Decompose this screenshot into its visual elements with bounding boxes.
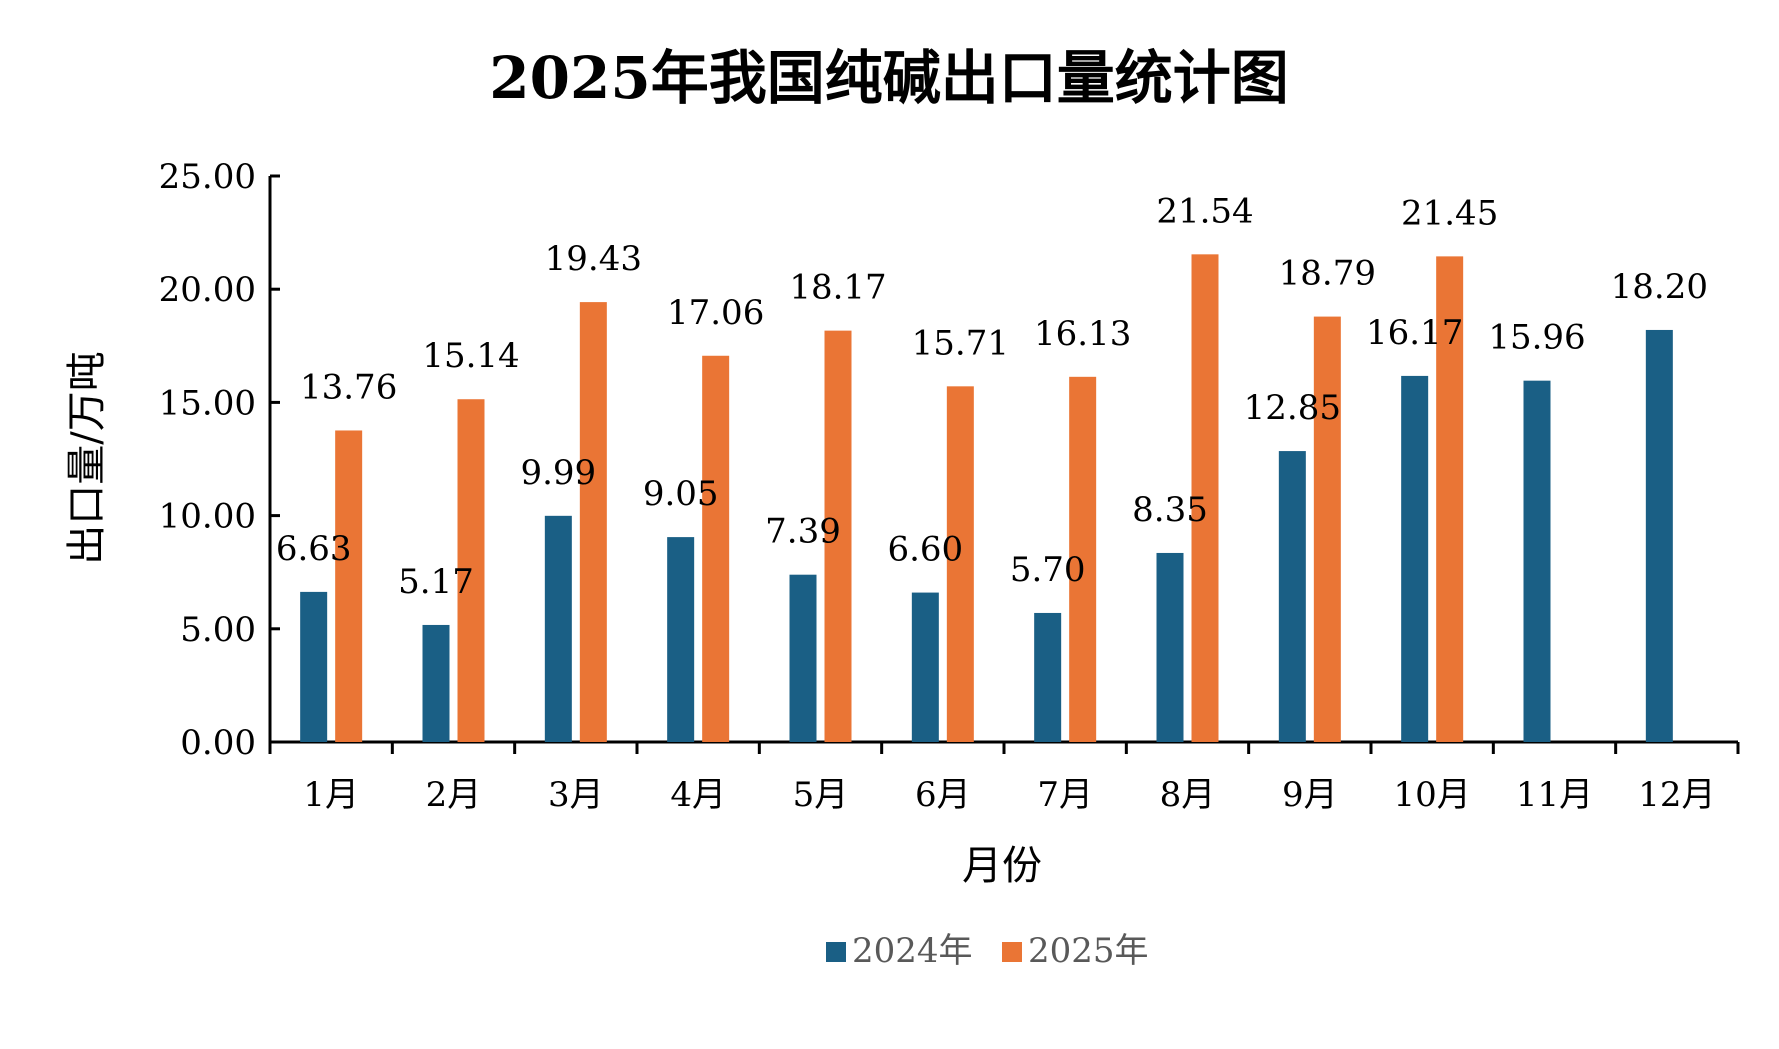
x-tick-label: 7月	[1037, 775, 1093, 815]
y-tick-label: 20.00	[159, 270, 256, 310]
bar	[1034, 612, 1062, 742]
x-tick-label: 2月	[426, 775, 482, 815]
y-tick-label: 15.00	[159, 383, 256, 423]
y-tick-label: 5.00	[180, 610, 256, 650]
data-label: 21.45	[1401, 193, 1498, 233]
bar	[1645, 329, 1673, 742]
data-label: 15.96	[1488, 318, 1585, 358]
bar	[1156, 552, 1184, 742]
x-tick-label: 4月	[670, 775, 726, 815]
data-label: 5.70	[1010, 550, 1086, 590]
data-label: 16.17	[1366, 313, 1463, 353]
data-label: 13.76	[300, 367, 397, 407]
x-tick-label: 12月	[1638, 775, 1715, 815]
data-label: 6.60	[887, 530, 963, 570]
x-tick-label: 5月	[793, 775, 849, 815]
x-tick-label: 10月	[1394, 775, 1471, 815]
bars	[300, 254, 1673, 742]
bar	[544, 515, 572, 742]
bar	[422, 624, 450, 742]
data-labels: 6.63 5.17 9.99 9.05 7.39 6.60 5.70 8.35 12.85 16.…	[276, 191, 1708, 602]
legend-swatch	[826, 942, 846, 962]
data-label: 6.63	[276, 529, 352, 569]
data-label: 18.17	[789, 268, 886, 308]
legend-label: 2024年	[852, 931, 973, 971]
y-axis-title: 出口量/万吨	[64, 351, 110, 564]
bar	[457, 399, 485, 742]
data-label: 21.54	[1156, 191, 1253, 231]
x-tick-label: 9月	[1282, 775, 1338, 815]
data-label: 18.79	[1279, 254, 1376, 294]
data-label: 7.39	[765, 512, 841, 552]
bar	[1313, 316, 1341, 742]
data-label: 18.20	[1611, 267, 1708, 307]
data-label: 17.06	[667, 293, 764, 333]
x-tick-label: 6月	[915, 775, 971, 815]
bar	[300, 591, 328, 742]
chart-title: 2025年我国纯碱出口量统计图	[489, 44, 1288, 112]
bar	[1191, 254, 1219, 742]
bar	[1436, 256, 1464, 742]
data-label: 9.05	[643, 474, 719, 514]
data-label: 9.99	[520, 453, 596, 493]
legend-label: 2025年	[1028, 931, 1149, 971]
x-tick-label: 11月	[1516, 775, 1593, 815]
data-label: 15.71	[912, 323, 1009, 363]
y-tick-label: 10.00	[159, 497, 256, 537]
x-axis-title: 月份	[962, 843, 1042, 889]
bar	[335, 430, 363, 742]
y-tick-label: 25.00	[159, 157, 256, 197]
bar	[789, 574, 817, 742]
data-label: 5.17	[398, 562, 474, 602]
legend-swatch	[1002, 942, 1022, 962]
bar	[824, 330, 852, 742]
data-label: 19.43	[545, 239, 642, 279]
bar	[1069, 376, 1097, 742]
x-tick-label: 1月	[303, 775, 359, 815]
bar	[702, 355, 730, 742]
x-tick-label: 3月	[548, 775, 604, 815]
bar	[911, 592, 939, 742]
data-label: 12.85	[1244, 388, 1341, 428]
bar	[579, 302, 607, 742]
axes: 0.00 5.00 10.00 15.00 20.00 25.00 1月 2月 3月 4月 5月 6月…	[159, 157, 1740, 815]
bar	[946, 386, 974, 742]
x-tick-label: 8月	[1160, 775, 1216, 815]
data-label: 15.14	[422, 336, 519, 376]
bar	[1401, 375, 1429, 742]
bar	[1278, 451, 1306, 742]
data-label: 8.35	[1132, 490, 1208, 530]
y-tick-label: 0.00	[180, 723, 256, 763]
bar	[667, 537, 695, 742]
legend: 2024年 2025年	[826, 931, 1149, 971]
data-label: 16.13	[1034, 314, 1131, 354]
bar	[1523, 380, 1551, 742]
